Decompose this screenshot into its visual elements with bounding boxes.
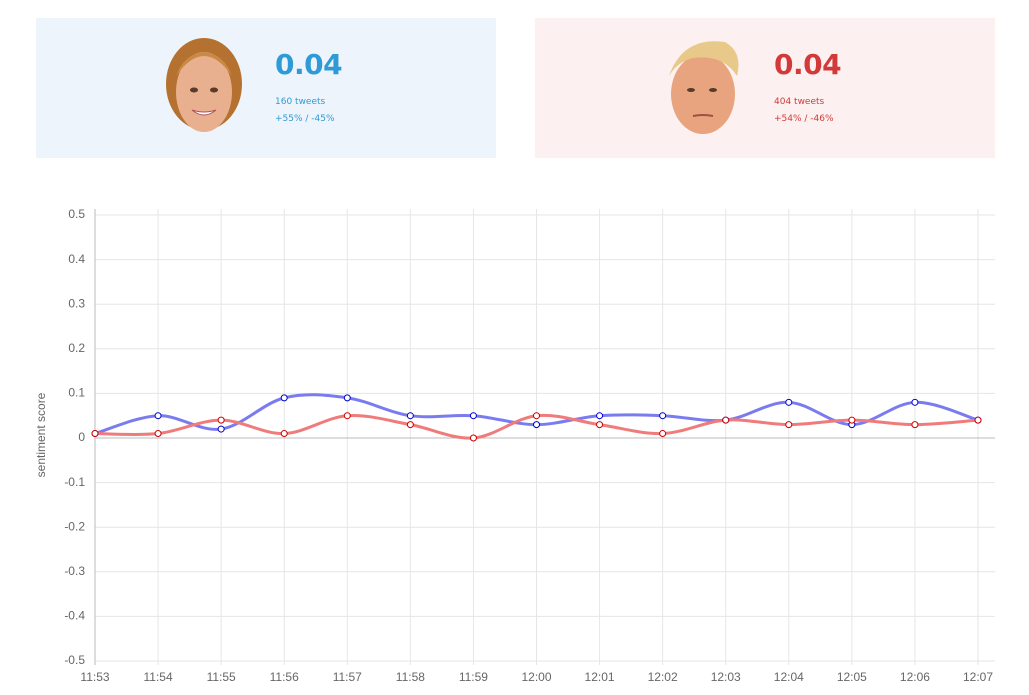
face-trump [669, 41, 739, 134]
data-point [217, 416, 225, 424]
data-point [154, 430, 162, 438]
y-tick-label: 0.5 [68, 207, 85, 221]
data-point [596, 421, 604, 429]
y-tick-label: 0.2 [68, 341, 85, 355]
data-point [596, 412, 604, 420]
y-tick-label: -0.5 [64, 653, 85, 667]
y-tick-label: 0 [78, 430, 85, 444]
tweet-count: 404 tweets [774, 97, 825, 107]
face-clinton [166, 38, 242, 132]
data-point [469, 412, 477, 420]
data-point [406, 412, 414, 420]
x-tick-label: 11:55 [207, 670, 236, 684]
data-point [974, 416, 982, 424]
x-tick-label: 12:05 [837, 670, 867, 684]
sentiment-split: +54% / -46% [774, 114, 834, 124]
card-clinton: 0.04 160 tweets +55% / -45% [36, 18, 496, 158]
x-tick-label: 11:56 [270, 670, 299, 684]
x-tick-label: 12:00 [521, 670, 551, 684]
x-tick-label: 12:04 [774, 670, 804, 684]
data-point [91, 430, 99, 438]
data-point [154, 412, 162, 420]
sentiment-split: +55% / -45% [275, 114, 335, 124]
x-tick-label: 12:03 [711, 670, 741, 684]
data-point [533, 412, 540, 420]
data-point [911, 398, 919, 406]
data-point [722, 416, 730, 424]
data-point [911, 421, 919, 429]
data-point [406, 421, 414, 429]
y-tick-label: -0.4 [64, 609, 85, 623]
x-tick-label: 12:01 [585, 670, 615, 684]
data-point [280, 394, 288, 402]
data-point [785, 421, 793, 429]
data-point [659, 412, 667, 420]
data-point [469, 434, 477, 442]
data-point [785, 398, 793, 406]
x-tick-label: 12:07 [963, 670, 993, 684]
score: 0.04 [275, 48, 343, 81]
data-point [217, 425, 225, 433]
x-tick-label: 11:59 [459, 670, 488, 684]
data-point [343, 394, 351, 402]
data-point [848, 416, 856, 424]
y-axis-label: sentiment score [34, 392, 48, 477]
chart: sentiment score 0.5 0.4 0.3 0.2 0.1 0 -0.1 -0.2… [34, 207, 995, 684]
x-tick-label: 12:06 [900, 670, 930, 684]
x-tick-label: 11:57 [333, 670, 362, 684]
y-tick-label: -0.3 [64, 564, 85, 578]
y-tick-label: 0.3 [68, 296, 85, 310]
x-tick-label: 11:54 [144, 670, 173, 684]
data-point [533, 421, 540, 429]
data-point [280, 430, 288, 438]
card-trump: 0.04 404 tweets +54% / -46% [535, 18, 995, 158]
tweet-count: 160 tweets [275, 97, 326, 107]
x-tick-label: 11:53 [80, 670, 109, 684]
y-tick-label: 0.4 [68, 252, 85, 266]
score: 0.04 [774, 48, 842, 81]
y-tick-label: -0.2 [64, 519, 85, 533]
data-point [343, 412, 351, 420]
y-tick-label: -0.1 [64, 475, 85, 489]
y-tick-label: 0.1 [68, 386, 85, 400]
x-tick-label: 12:02 [648, 670, 678, 684]
series-line [94, 413, 979, 440]
data-point [659, 430, 667, 438]
x-tick-label: 11:58 [396, 670, 425, 684]
